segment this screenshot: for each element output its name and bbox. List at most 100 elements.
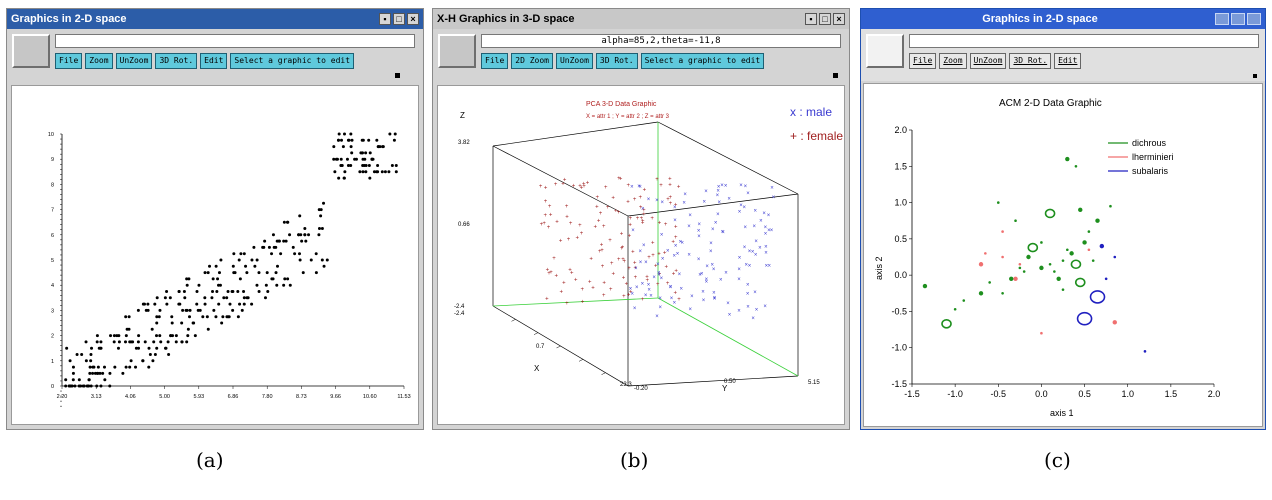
data-point <box>80 353 84 356</box>
zoom-button[interactable]: Zoom <box>85 53 113 69</box>
male-point: × <box>770 186 774 192</box>
data-point <box>307 233 311 237</box>
data-point <box>84 340 88 344</box>
male-point: × <box>746 292 750 298</box>
male-point: × <box>658 305 662 311</box>
male-point: × <box>748 249 752 255</box>
legend-male: x : male <box>790 105 832 119</box>
dichrous-point <box>1039 265 1044 271</box>
status-field[interactable] <box>55 34 415 48</box>
y-tick-label: 1.5 <box>894 161 907 171</box>
file-button[interactable]: File <box>481 53 509 69</box>
status-field[interactable] <box>909 34 1259 48</box>
male-point: × <box>711 227 715 233</box>
graphic-selector-button[interactable] <box>12 34 50 68</box>
male-point: × <box>698 222 702 228</box>
resize-handle[interactable] <box>1253 74 1257 78</box>
data-point <box>303 227 307 230</box>
angle-field[interactable]: alpha=85,2,theta=-11,8 <box>481 34 841 48</box>
maximize-icon[interactable]: □ <box>393 13 405 25</box>
data-point <box>155 296 159 300</box>
dichrous-point <box>1018 266 1022 270</box>
data-point <box>75 353 79 356</box>
dichrous-point <box>922 283 928 289</box>
data-point <box>337 132 341 136</box>
close-icon[interactable] <box>1247 13 1261 25</box>
data-point <box>174 334 178 338</box>
data-point <box>217 302 221 306</box>
data-point <box>246 296 250 300</box>
unzoom-button[interactable]: UnZoom <box>969 53 1007 69</box>
chart-title: ACM 2-D Data Graphic <box>999 98 1102 109</box>
male-point: × <box>712 267 716 273</box>
data-point <box>350 138 354 142</box>
data-point <box>291 245 295 249</box>
edit-button[interactable]: Edit <box>200 53 228 69</box>
female-point: + <box>552 256 556 262</box>
data-point <box>358 170 362 174</box>
x-tick-label: 5.93 <box>193 394 204 400</box>
female-point: + <box>620 246 624 252</box>
male-point: × <box>744 184 748 190</box>
male-point: × <box>709 249 713 255</box>
lherminieri-point <box>1013 276 1018 281</box>
file-button[interactable]: File <box>55 53 83 69</box>
male-point: × <box>658 296 662 302</box>
caption-a: (a) <box>196 448 224 472</box>
data-point <box>185 277 189 281</box>
close-icon[interactable]: × <box>407 13 419 25</box>
select-graphic-button[interactable]: Select a graphic to edit <box>230 53 355 69</box>
dichrous-point <box>1065 156 1070 162</box>
edit-button[interactable]: Edit <box>1054 53 1082 69</box>
3d-rot-button[interactable]: 3D Rot. <box>595 53 638 69</box>
male-point: × <box>727 196 731 202</box>
resize-handle[interactable] <box>395 73 400 78</box>
minimize-icon[interactable] <box>1215 13 1229 25</box>
female-point: + <box>580 287 584 293</box>
3d-rot-button[interactable]: 3D Rot. <box>1009 53 1052 69</box>
data-point <box>225 315 229 319</box>
female-point: + <box>655 177 659 183</box>
data-point <box>91 371 95 375</box>
data-point <box>257 271 261 275</box>
male-point: × <box>688 213 692 219</box>
data-point <box>103 378 107 382</box>
resize-handle[interactable] <box>833 73 838 78</box>
female-point: + <box>634 275 638 281</box>
data-point <box>165 290 169 293</box>
unzoom-button[interactable]: UnZoom <box>115 53 153 69</box>
minimize-icon[interactable]: ▪ <box>805 13 817 25</box>
close-icon[interactable]: × <box>833 13 845 25</box>
dichrous-point <box>1066 248 1069 252</box>
data-point <box>303 233 307 237</box>
file-button[interactable]: File <box>909 53 937 69</box>
select-graphic-button[interactable]: Select a graphic to edit <box>640 53 765 69</box>
2d-zoom-button[interactable]: 2D Zoom <box>511 53 553 69</box>
data-point <box>73 384 77 388</box>
y-tick-label: -0.5 <box>891 306 907 316</box>
minimize-icon[interactable]: ▪ <box>379 13 391 25</box>
maximize-icon[interactable]: □ <box>819 13 831 25</box>
data-point <box>255 258 259 262</box>
zoom-button[interactable]: Zoom <box>939 53 967 69</box>
male-point: × <box>661 257 665 263</box>
y-tick-label: 8 <box>51 182 54 188</box>
male-point: × <box>697 229 701 235</box>
data-point <box>390 164 394 167</box>
data-point <box>279 252 283 256</box>
graphic-selector-button[interactable] <box>438 34 476 68</box>
female-point: + <box>598 249 602 255</box>
unzoom-button[interactable]: UnZoom <box>555 53 593 69</box>
data-point <box>381 145 385 149</box>
female-point: + <box>543 213 547 219</box>
maximize-icon[interactable] <box>1231 13 1245 25</box>
3d-rot-button[interactable]: 3D Rot. <box>155 53 198 69</box>
graphic-selector-button[interactable] <box>866 34 904 68</box>
data-point <box>394 170 398 174</box>
male-point: × <box>762 211 766 217</box>
y-tick-label: 1 <box>51 359 54 365</box>
female-point: + <box>593 224 597 230</box>
window-title: X-H Graphics in 3-D space <box>437 13 575 25</box>
male-point: × <box>764 244 768 250</box>
data-point <box>271 233 275 237</box>
